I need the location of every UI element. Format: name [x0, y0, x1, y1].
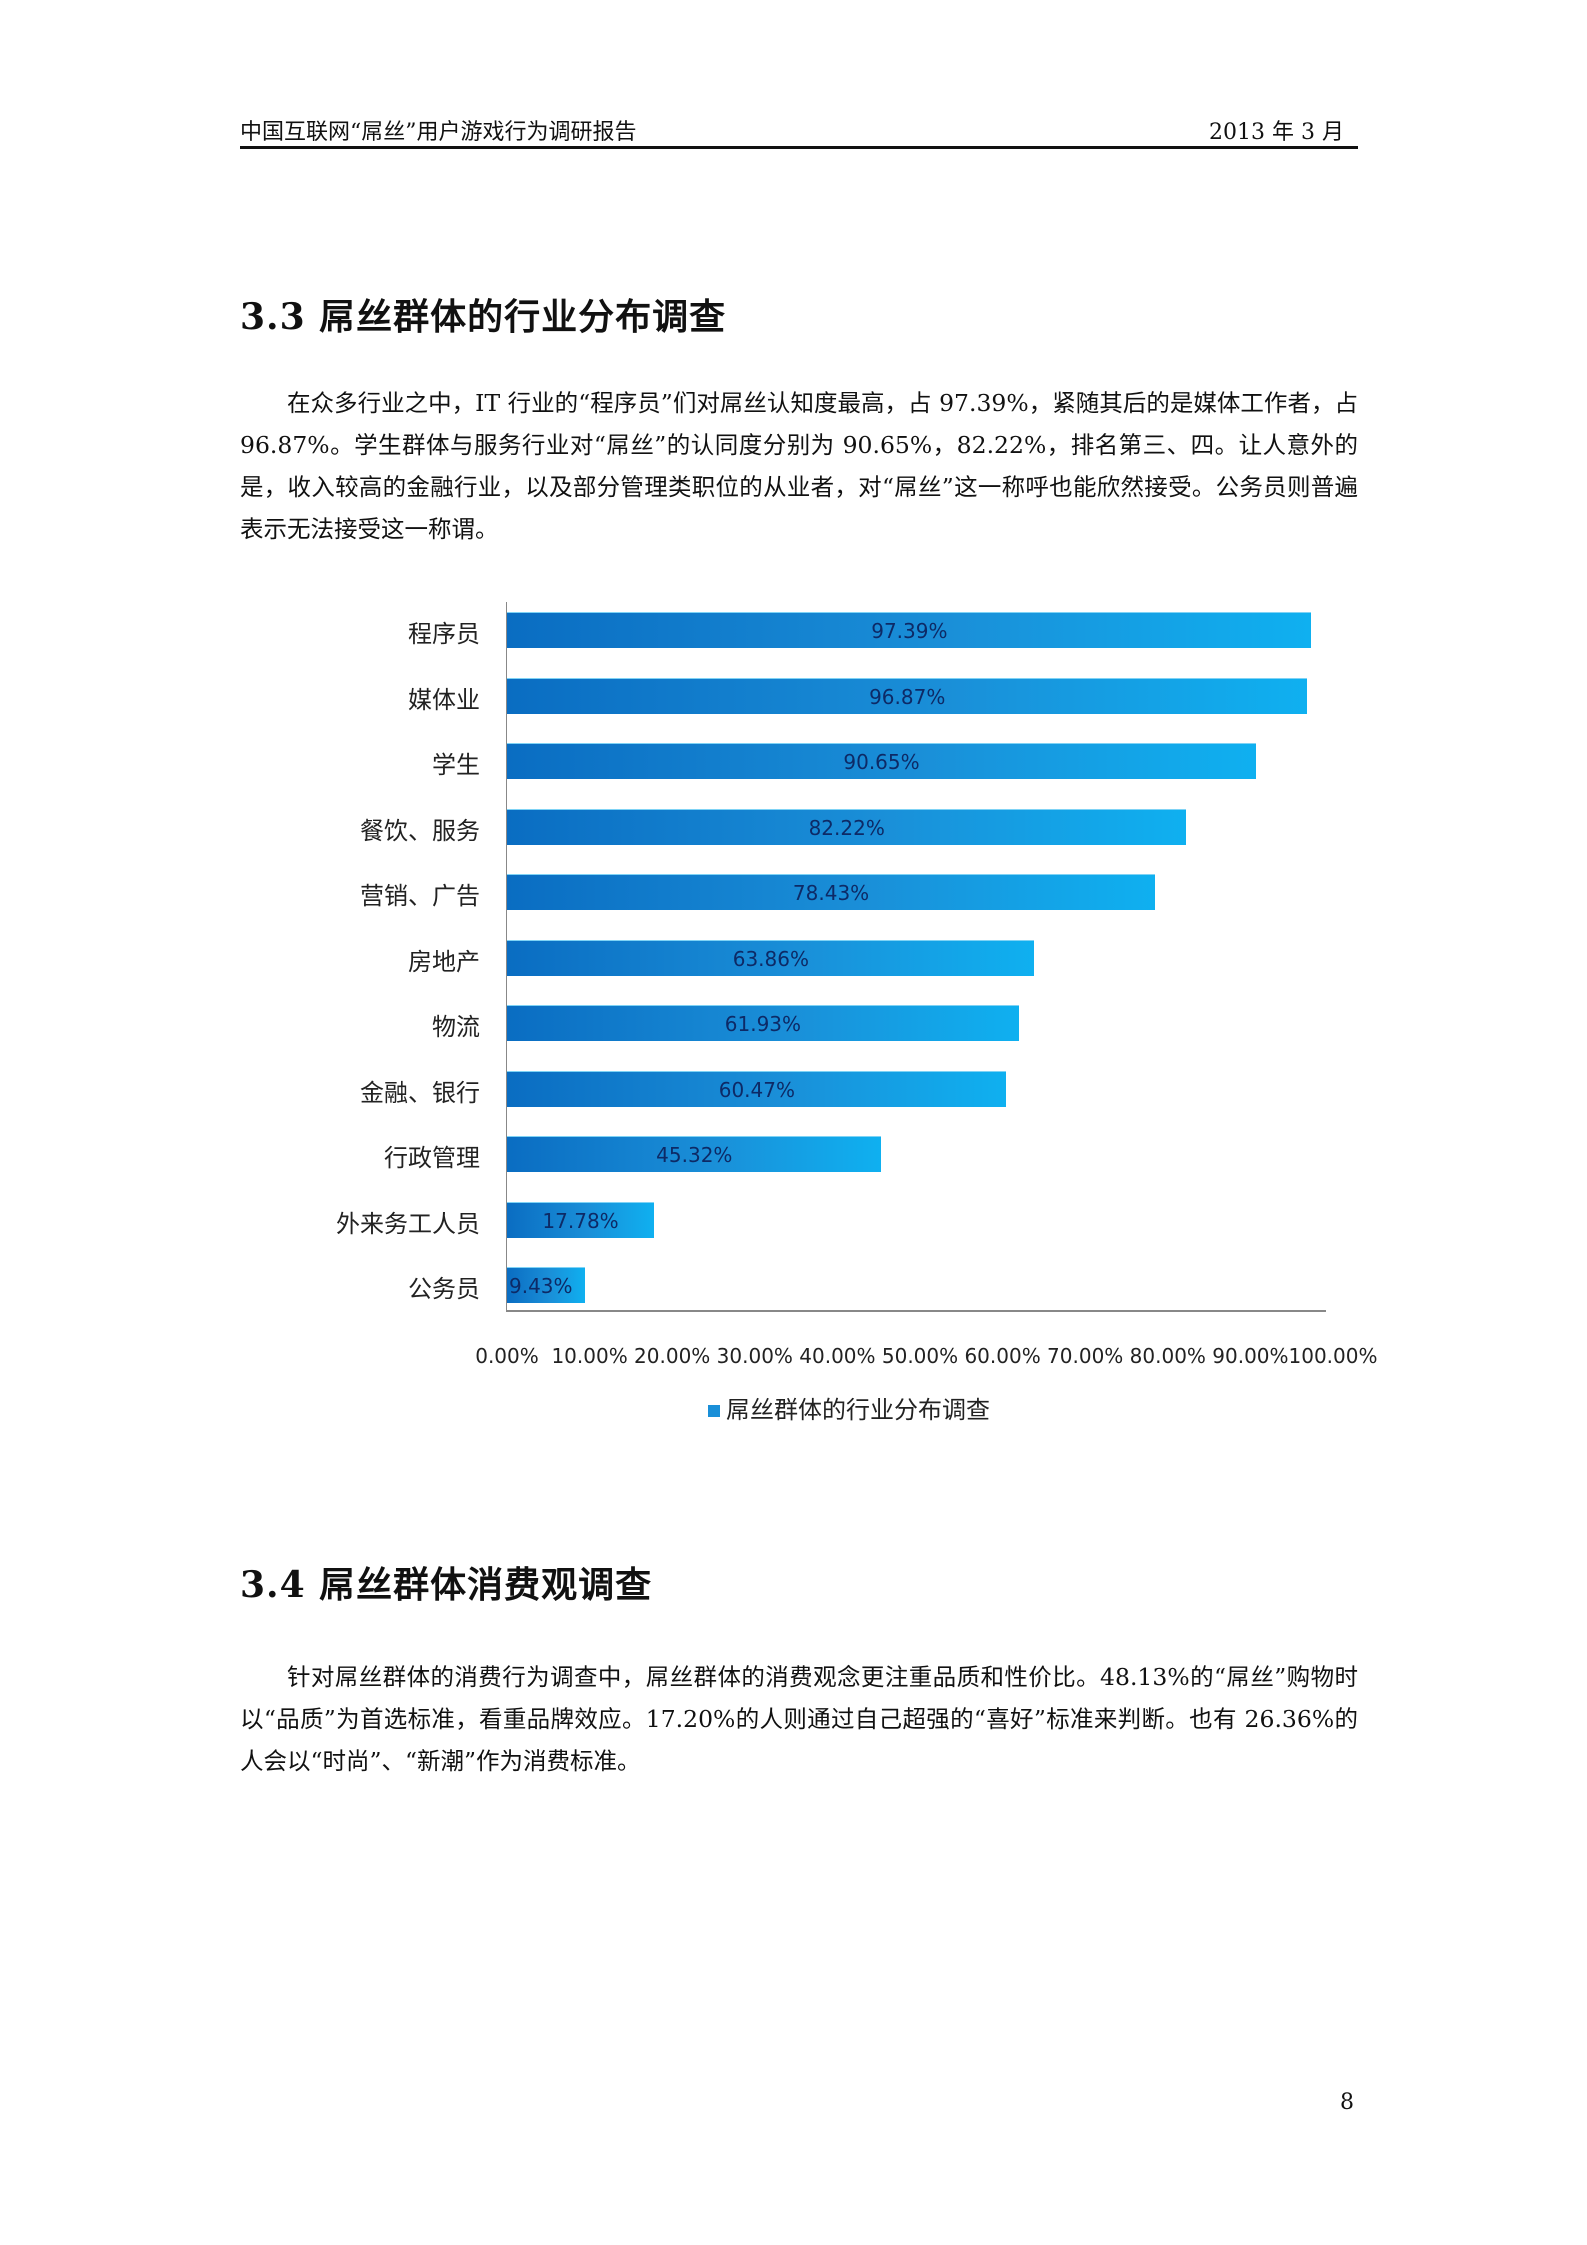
- bar: 63.86%: [507, 939, 1035, 976]
- bar: 61.93%: [507, 1005, 1019, 1041]
- category-label: 房地产: [408, 947, 480, 976]
- bar-value-label: 78.43%: [792, 881, 870, 905]
- category-label: 营销、广告: [360, 882, 480, 910]
- bar: 96.87%: [507, 677, 1308, 714]
- legend-swatch-icon: [708, 1405, 720, 1417]
- x-tick-label: 20.00%: [634, 1344, 711, 1368]
- x-tick-label: 30.00%: [716, 1344, 793, 1368]
- bar-value-label: 97.39%: [871, 619, 948, 643]
- section-paragraph-3-4: 针对屌丝群体的消费行为调查中，屌丝群体的消费观念更注重品质和性价比。48.13%…: [240, 1663, 1358, 1775]
- header-date: 2013 年 3 月: [1209, 120, 1344, 145]
- category-label: 程序员: [408, 620, 480, 648]
- category-label: 金融、银行: [360, 1078, 480, 1107]
- x-tick-label: 10.00%: [551, 1344, 628, 1368]
- x-tick-label: 70.00%: [1047, 1344, 1124, 1368]
- category-label: 餐饮、服务: [360, 816, 480, 845]
- bar-value-label: 61.93%: [724, 1012, 802, 1036]
- category-label: 外来务工人员: [336, 1209, 480, 1238]
- category-label: 学生: [432, 751, 480, 779]
- page-number: 8: [1340, 2090, 1354, 2115]
- x-tick-label: 40.00%: [799, 1344, 876, 1368]
- bar: 9.43%: [507, 1267, 585, 1303]
- y-axis-line: [506, 602, 507, 1310]
- category-label: 公务员: [408, 1275, 480, 1303]
- bar: 90.65%: [507, 743, 1256, 779]
- bar-value-label: 60.47%: [718, 1077, 795, 1102]
- header-title: 中国互联网“屌丝”用户游戏行为调研报告: [240, 120, 637, 145]
- x-axis-line: [506, 1310, 1326, 1312]
- bar-value-label: 45.32%: [656, 1143, 733, 1167]
- x-tick-label: 80.00%: [1129, 1344, 1206, 1368]
- section-heading-3-4: 3.4 屌丝群体消费观调查: [240, 1564, 653, 1606]
- bar: 97.39%: [507, 612, 1312, 648]
- bar: 60.47%: [507, 1070, 1007, 1107]
- page-header: 中国互联网“屌丝”用户游戏行为调研报告 2013 年 3 月: [240, 112, 1358, 149]
- legend-label: 屌丝群体的行业分布调查: [726, 1396, 990, 1424]
- section-heading-3-3: 3.3 屌丝群体的行业分布调查: [240, 296, 727, 338]
- x-tick-label: 90.00%: [1212, 1344, 1289, 1368]
- category-label: 行政管理: [384, 1144, 480, 1172]
- bar-value-label: 63.86%: [732, 946, 809, 971]
- bar-value-label: 17.78%: [542, 1208, 619, 1233]
- bar-value-label: 82.22%: [808, 815, 885, 840]
- x-tick-label: 0.00%: [475, 1344, 539, 1368]
- bar-value-label: 96.87%: [869, 684, 946, 709]
- industry-bar-chart: 程序员 97.39% 媒体业 96.87% 学生 90.65% 餐饮、服务 82.22% 营销、…: [300, 590, 1400, 1430]
- category-label: 媒体业: [408, 685, 480, 714]
- bar: 17.78%: [507, 1201, 654, 1238]
- category-label: 物流: [432, 1013, 480, 1041]
- bar-value-label: 9.43%: [509, 1274, 573, 1298]
- section-paragraph-3-3: 在众多行业之中，IT 行业的“程序员”们对屌丝认知度最高，占 97.39%，紧随…: [240, 389, 1358, 543]
- bar: 82.22%: [507, 808, 1187, 845]
- chart-legend: 屌丝群体的行业分布调查: [708, 1390, 990, 1425]
- bar-value-label: 90.65%: [843, 750, 920, 774]
- x-tick-label: 50.00%: [881, 1344, 959, 1368]
- bar: 45.32%: [507, 1136, 882, 1172]
- bar: 78.43%: [507, 874, 1155, 910]
- x-tick-label: 60.00%: [964, 1344, 1041, 1368]
- x-tick-label: 100.00%: [1288, 1344, 1378, 1368]
